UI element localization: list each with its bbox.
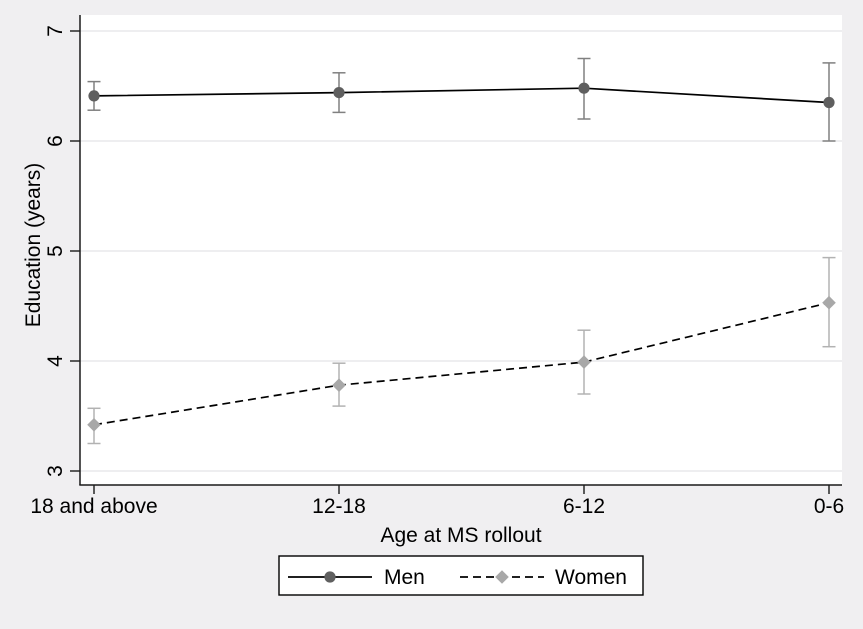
legend: Men Women bbox=[278, 555, 644, 596]
women-series-line bbox=[93, 301, 830, 426]
women-marker-diamond bbox=[822, 295, 836, 310]
x-tick-label: 18 and above bbox=[30, 495, 157, 518]
men-marker-circle bbox=[823, 96, 835, 109]
women-marker-diamond bbox=[87, 418, 101, 432]
women-marker-icon bbox=[495, 570, 509, 584]
x-tick-label: 12-18 bbox=[312, 495, 366, 518]
series-women bbox=[87, 256, 836, 445]
legend-entry-men: Men bbox=[288, 566, 425, 589]
women-marker-diamond bbox=[332, 378, 346, 392]
men-series-line bbox=[93, 87, 830, 104]
y-tick-label: 6 bbox=[44, 135, 67, 147]
x-axis-title: Age at MS rollout bbox=[380, 524, 541, 547]
men-marker-circle bbox=[88, 90, 100, 102]
legend-box bbox=[278, 555, 644, 596]
men-marker-circle bbox=[578, 82, 590, 94]
y-tick-label: 4 bbox=[44, 355, 67, 367]
axis-ticks bbox=[70, 30, 830, 494]
plot-area bbox=[80, 15, 842, 485]
y-tick-label: 7 bbox=[44, 25, 67, 37]
y-tick-label: 3 bbox=[44, 465, 67, 477]
women-marker-diamond bbox=[577, 355, 591, 369]
series-men bbox=[87, 57, 836, 142]
y-tick-label: 5 bbox=[44, 245, 67, 257]
x-tick-label: 0-6 bbox=[814, 495, 844, 518]
legend-label-men: Men bbox=[384, 566, 425, 589]
y-axis-title: Education (years) bbox=[22, 163, 45, 328]
men-marker-icon bbox=[324, 571, 336, 583]
legend-entry-women: Women bbox=[460, 566, 627, 589]
axis-tick-labels: 7 6 5 4 3 18 and above 12-18 6-12 0-6 bbox=[30, 25, 844, 518]
legend-label-women: Women bbox=[555, 566, 627, 589]
series-layer bbox=[87, 57, 836, 445]
gridlines bbox=[80, 30, 842, 472]
x-tick-label: 6-12 bbox=[563, 495, 605, 518]
men-marker-circle bbox=[333, 87, 345, 99]
